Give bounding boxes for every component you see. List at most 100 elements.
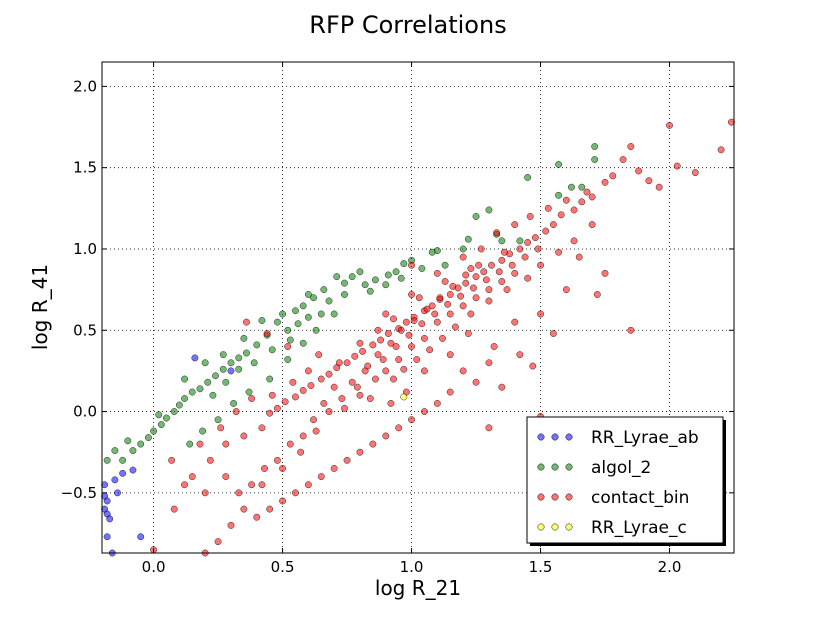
data-point-RR_Lyrae_ab xyxy=(101,481,109,489)
data-point-contact_bin xyxy=(338,395,346,402)
y-tick-label: 0.0 xyxy=(73,403,97,421)
data-point-contact_bin xyxy=(390,315,397,323)
data-point-contact_bin xyxy=(335,359,343,367)
data-point-algol_2 xyxy=(555,191,563,199)
data-point-algol_2 xyxy=(219,365,227,373)
data-point-contact_bin xyxy=(508,261,516,269)
data-point-contact_bin xyxy=(570,237,578,245)
data-point-contact_bin xyxy=(369,440,377,448)
data-point-contact_bin xyxy=(451,323,459,331)
data-point-contact_bin xyxy=(578,198,586,206)
data-point-contact_bin xyxy=(485,297,493,305)
data-point-contact_bin xyxy=(261,465,268,472)
y-axis-label: log R_41 xyxy=(28,264,52,350)
data-point-contact_bin xyxy=(498,278,506,285)
data-point-contact_bin xyxy=(351,352,359,360)
data-point-algol_2 xyxy=(341,279,348,287)
data-point-algol_2 xyxy=(294,320,302,328)
data-point-contact_bin xyxy=(593,291,601,298)
data-point-algol_2 xyxy=(119,456,127,464)
x-tick-label: 1.5 xyxy=(529,558,553,576)
data-point-algol_2 xyxy=(333,273,341,281)
data-point-contact_bin xyxy=(382,310,390,318)
data-point-contact_bin xyxy=(449,282,457,290)
data-point-contact_bin xyxy=(395,424,403,432)
data-point-algol_2 xyxy=(268,346,276,354)
data-point-contact_bin xyxy=(480,268,488,276)
data-point-contact_bin xyxy=(299,432,307,440)
data-point-contact_bin xyxy=(464,330,472,337)
legend-marker xyxy=(551,463,559,471)
data-point-contact_bin xyxy=(330,465,338,472)
data-point-algol_2 xyxy=(464,235,472,243)
data-point-contact_bin xyxy=(222,440,230,448)
data-point-contact_bin xyxy=(248,481,256,489)
data-point-contact_bin xyxy=(366,395,374,402)
x-tick-label: 0.5 xyxy=(271,558,295,576)
data-point-algol_2 xyxy=(428,248,436,256)
data-point-contact_bin xyxy=(181,481,188,489)
data-point-contact_bin xyxy=(521,253,529,261)
data-point-contact_bin xyxy=(524,274,532,282)
data-point-algol_2 xyxy=(286,336,294,344)
data-point-algol_2 xyxy=(392,268,400,276)
data-point-contact_bin xyxy=(537,310,544,318)
data-point-contact_bin xyxy=(500,248,508,256)
data-point-algol_2 xyxy=(175,401,183,409)
data-point-contact_bin xyxy=(188,473,196,481)
data-point-contact_bin xyxy=(493,229,501,237)
data-point-algol_2 xyxy=(279,310,287,318)
data-point-RR_Lyrae_ab xyxy=(191,354,199,362)
data-point-contact_bin xyxy=(498,256,506,264)
data-point-contact_bin xyxy=(619,156,627,163)
legend-marker xyxy=(565,463,573,471)
data-point-algol_2 xyxy=(578,183,586,191)
data-point-contact_bin xyxy=(420,408,428,416)
data-point-contact_bin xyxy=(310,416,317,424)
legend-marker xyxy=(537,463,545,471)
data-point-RR_Lyrae_ab xyxy=(227,367,235,375)
data-point-contact_bin xyxy=(341,404,348,412)
data-point-contact_bin xyxy=(436,294,444,302)
data-point-contact_bin xyxy=(377,336,385,344)
data-point-algol_2 xyxy=(299,302,307,310)
data-point-algol_2 xyxy=(485,206,493,214)
data-point-algol_2 xyxy=(155,411,163,419)
data-point-contact_bin xyxy=(405,331,413,339)
data-point-contact_bin xyxy=(601,178,609,186)
data-point-algol_2 xyxy=(591,143,599,150)
data-point-contact_bin xyxy=(196,440,204,448)
data-point-algol_2 xyxy=(356,268,364,276)
data-point-RR_Lyrae_ab xyxy=(114,489,121,497)
data-point-contact_bin xyxy=(408,343,416,350)
legend-marker xyxy=(551,523,559,531)
data-point-RR_Lyrae_ab xyxy=(129,466,137,474)
data-point-contact_bin xyxy=(459,367,467,375)
data-point-algol_2 xyxy=(304,291,312,298)
data-point-contact_bin xyxy=(206,456,214,464)
legend-marker xyxy=(565,433,573,441)
data-point-contact_bin xyxy=(382,367,390,375)
data-point-contact_bin xyxy=(374,351,382,359)
data-point-contact_bin xyxy=(348,378,356,386)
legend-box xyxy=(526,416,724,544)
legend-label: algol_2 xyxy=(591,458,651,478)
data-point-algol_2 xyxy=(273,318,281,326)
data-point-algol_2 xyxy=(222,378,230,386)
data-point-contact_bin xyxy=(266,409,274,417)
data-point-contact_bin xyxy=(415,294,423,302)
data-point-contact_bin xyxy=(343,359,351,367)
data-point-algol_2 xyxy=(400,260,408,268)
data-point-algol_2 xyxy=(253,341,261,349)
data-point-algol_2 xyxy=(250,359,258,367)
data-point-contact_bin xyxy=(503,286,511,294)
data-point-contact_bin xyxy=(544,204,552,212)
data-point-contact_bin xyxy=(431,310,439,318)
legend-marker xyxy=(537,523,545,531)
data-point-contact_bin xyxy=(423,305,431,313)
data-point-contact_bin xyxy=(609,172,617,180)
data-point-contact_bin xyxy=(470,284,477,292)
data-point-contact_bin xyxy=(353,383,361,391)
data-point-contact_bin xyxy=(243,318,250,326)
data-point-contact_bin xyxy=(325,370,333,378)
